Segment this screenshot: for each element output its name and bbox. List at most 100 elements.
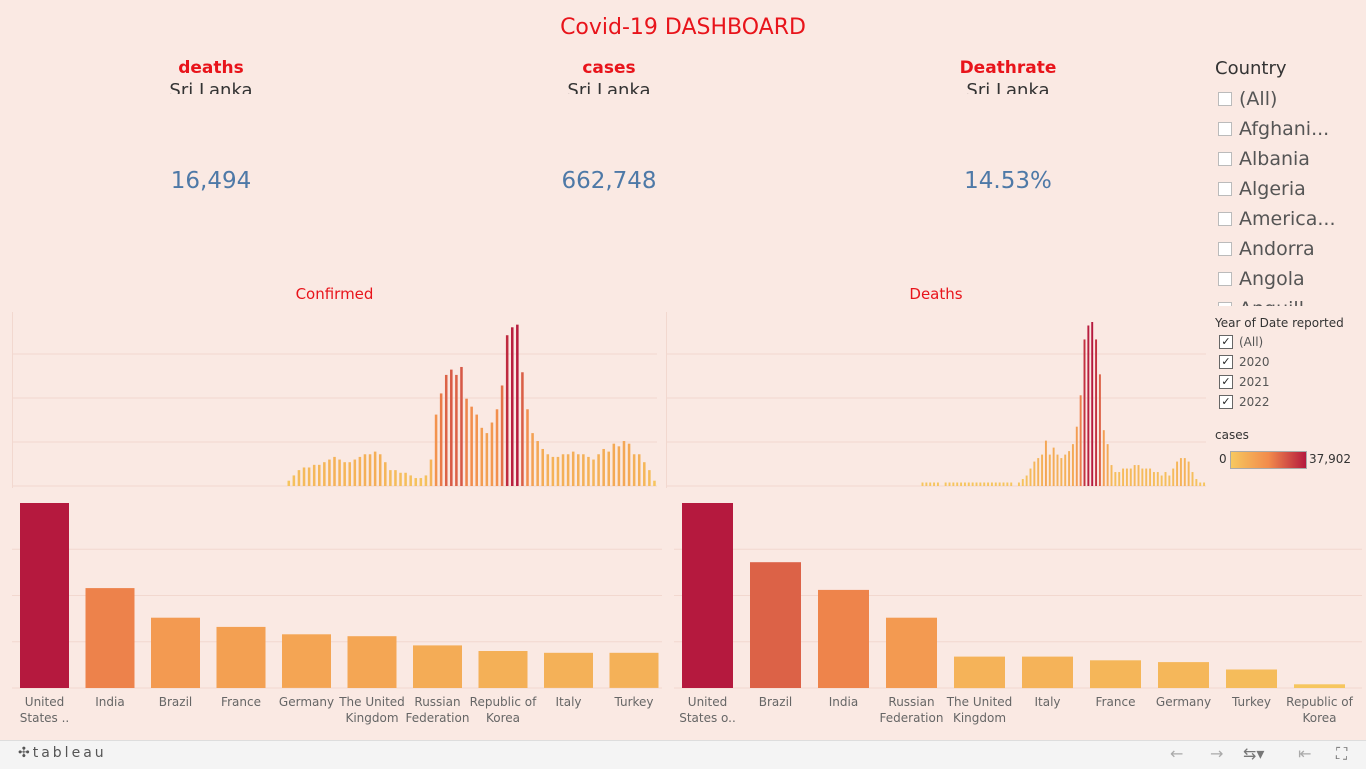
timeline-bar[interactable] [444,374,448,486]
timeline-bar[interactable] [592,459,595,486]
timeline-bar[interactable] [1079,395,1082,486]
timeline-bar[interactable] [929,482,932,486]
timeline-bar[interactable] [1052,447,1055,486]
timeline-bar[interactable] [967,482,970,486]
timeline-bar[interactable] [952,482,955,486]
timeline-bar[interactable] [1137,465,1140,486]
timeline-bar[interactable] [485,433,489,486]
checkbox[interactable] [1218,272,1232,286]
timeline-bar[interactable] [368,454,372,486]
timeline-bar[interactable] [925,482,928,486]
timeline-bar[interactable] [1125,468,1128,486]
timeline-bar[interactable] [1091,322,1094,486]
timeline-bar[interactable] [363,454,367,486]
timeline-bar[interactable] [963,482,966,486]
timeline-bar[interactable] [948,482,951,486]
timeline-bar[interactable] [1025,475,1028,486]
timeline-bar[interactable] [921,482,924,486]
timeline-bar[interactable] [1160,475,1163,486]
checkbox[interactable] [1218,242,1232,256]
timeline-bar[interactable] [1110,465,1113,486]
timeline-bar[interactable] [292,475,296,486]
timeline-bar[interactable] [627,443,631,486]
country-bar[interactable] [886,617,937,688]
timeline-bar[interactable] [455,374,458,486]
timeline-bar[interactable] [1168,475,1171,486]
timeline-bar[interactable] [307,467,311,486]
timeline-bar[interactable] [551,456,555,486]
timeline-bar[interactable] [419,478,423,486]
timeline-bar[interactable] [990,482,993,486]
timeline-bar[interactable] [536,441,539,486]
timeline-bar[interactable] [933,482,936,486]
timeline-bar[interactable] [414,478,418,486]
country-bar[interactable] [282,634,331,688]
timeline-bar[interactable] [404,472,407,486]
timeline-bar[interactable] [429,459,433,486]
country-bar[interactable] [478,651,528,688]
timeline-bar[interactable] [1033,461,1036,486]
timeline-bar[interactable] [394,470,397,486]
checkbox-checked[interactable]: ✓ [1219,395,1233,409]
country-bar[interactable] [1022,656,1073,689]
country-bar[interactable] [1226,669,1277,689]
timeline-bar[interactable] [653,480,656,486]
timeline-bar[interactable] [1176,461,1179,486]
country-bar[interactable] [216,626,266,688]
timeline-bar[interactable] [602,448,605,486]
timeline-bar[interactable] [1195,479,1198,486]
timeline-bar[interactable] [1021,479,1024,486]
timeline-bar[interactable] [587,456,590,486]
timeline-bar[interactable] [490,422,494,486]
timeline-bar[interactable] [399,472,402,486]
year-option[interactable]: ✓ 2020 [1219,352,1270,372]
timeline-bar[interactable] [1064,454,1067,486]
timeline-bar[interactable] [1056,454,1059,486]
timeline-bar[interactable] [987,482,990,486]
year-option[interactable]: ✓ (All) [1219,332,1270,352]
timeline-bar[interactable] [622,441,626,486]
timeline-bar[interactable] [1133,465,1136,486]
timeline-bar[interactable] [1044,440,1047,486]
timeline-bar[interactable] [582,454,585,486]
year-option[interactable]: ✓ 2021 [1219,372,1270,392]
timeline-bar[interactable] [983,482,986,486]
timeline-bar[interactable] [979,482,982,486]
timeline-bar[interactable] [1048,454,1051,486]
timeline-bar[interactable] [434,414,438,486]
timeline-bar[interactable] [975,482,978,486]
year-filter-list[interactable]: ✓ (All) ✓ 2020 ✓ 2021 ✓ 2022 [1219,332,1270,412]
timeline-bar[interactable] [632,454,636,486]
timeline-bar[interactable] [617,446,621,486]
timeline-bar[interactable] [1075,426,1078,486]
timeline-bar[interactable] [378,454,382,486]
country-filter-list[interactable]: (All) Afghani... Albania Algeria America… [1218,84,1358,306]
checkbox[interactable] [1218,212,1232,226]
timeline-bar[interactable] [465,398,468,486]
timeline-bar[interactable] [1122,468,1125,486]
country-option[interactable]: Algeria [1218,174,1358,204]
timeline-bar[interactable] [648,470,651,486]
checkbox[interactable] [1218,122,1232,136]
timeline-bar[interactable] [960,482,963,486]
timeline-bar[interactable] [1102,430,1105,486]
timeline-bar[interactable] [526,409,529,486]
timeline-bar[interactable] [505,335,509,486]
country-bar[interactable] [1158,662,1209,688]
timeline-bar[interactable] [343,462,346,486]
undo-icon[interactable]: ← [1170,744,1184,763]
timeline-bar[interactable] [1129,468,1132,486]
timeline-bar[interactable] [998,482,1001,486]
timeline-bar[interactable] [409,475,412,486]
country-bar[interactable] [609,652,659,688]
timeline-bar[interactable] [333,456,336,486]
year-option[interactable]: ✓ 2022 [1219,392,1270,412]
timeline-bar[interactable] [475,414,478,486]
pause-icon[interactable]: ⇤ [1298,744,1312,763]
timeline-bar[interactable] [1010,482,1013,486]
timeline-bar[interactable] [597,454,600,486]
timeline-bar[interactable] [1106,444,1109,486]
timeline-bar[interactable] [500,385,504,486]
timeline-bar[interactable] [348,462,352,486]
timeline-bar[interactable] [373,451,377,486]
